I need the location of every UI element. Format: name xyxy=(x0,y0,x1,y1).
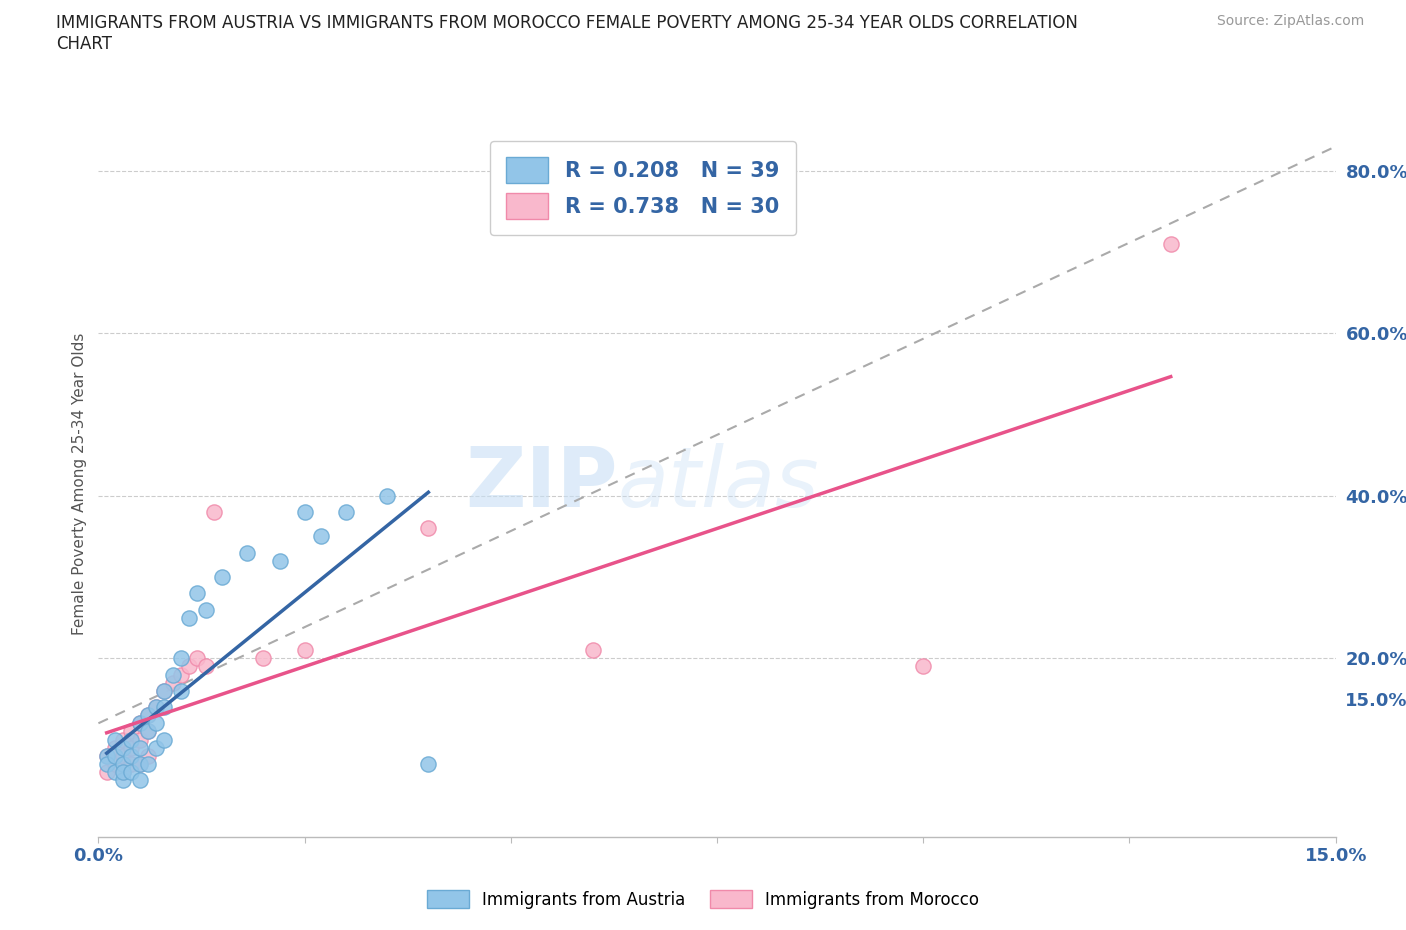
Legend: Immigrants from Austria, Immigrants from Morocco: Immigrants from Austria, Immigrants from… xyxy=(419,882,987,917)
Point xyxy=(179,659,201,674)
Point xyxy=(186,651,208,666)
Point xyxy=(112,732,135,747)
Point xyxy=(1160,236,1182,251)
Point xyxy=(128,756,150,771)
Point xyxy=(136,724,159,738)
Point xyxy=(104,764,127,779)
Point xyxy=(112,756,135,771)
Point xyxy=(194,602,217,617)
Point xyxy=(96,749,118,764)
Point xyxy=(162,667,184,682)
Point xyxy=(186,586,208,601)
Point xyxy=(112,773,135,788)
Point xyxy=(120,749,142,764)
Point xyxy=(294,643,316,658)
Point xyxy=(145,699,167,714)
Point xyxy=(120,756,142,771)
Point xyxy=(170,651,193,666)
Legend: R = 0.208   N = 39, R = 0.738   N = 30: R = 0.208 N = 39, R = 0.738 N = 30 xyxy=(489,140,796,235)
Point xyxy=(145,716,167,731)
Point xyxy=(128,740,150,755)
Point xyxy=(309,529,332,544)
Point xyxy=(136,708,159,723)
Point xyxy=(96,764,118,779)
Point xyxy=(194,659,217,674)
Point xyxy=(170,684,193,698)
Point xyxy=(170,667,193,682)
Point xyxy=(128,773,150,788)
Point xyxy=(112,749,135,764)
Point xyxy=(120,764,142,779)
Point xyxy=(136,749,159,764)
Point xyxy=(145,740,167,755)
Text: atlas: atlas xyxy=(619,443,820,525)
Point xyxy=(120,732,142,747)
Point xyxy=(418,756,440,771)
Point xyxy=(162,675,184,690)
Point xyxy=(912,659,935,674)
Point xyxy=(104,749,127,764)
Point xyxy=(153,699,176,714)
Point xyxy=(153,684,176,698)
Point xyxy=(179,610,201,625)
Point xyxy=(112,740,135,755)
Point xyxy=(236,545,259,560)
Point xyxy=(211,569,233,584)
Point xyxy=(136,708,159,723)
Point xyxy=(128,716,150,731)
Point xyxy=(96,749,118,764)
Point xyxy=(112,764,135,779)
Point xyxy=(202,505,225,520)
Text: ZIP: ZIP xyxy=(465,443,619,525)
Y-axis label: Female Poverty Among 25-34 Year Olds: Female Poverty Among 25-34 Year Olds xyxy=(72,332,87,635)
Point xyxy=(375,488,398,503)
Point xyxy=(145,699,167,714)
Point xyxy=(96,756,118,771)
Point xyxy=(335,505,357,520)
Point xyxy=(104,756,127,771)
Point xyxy=(252,651,274,666)
Point xyxy=(112,764,135,779)
Text: IMMIGRANTS FROM AUSTRIA VS IMMIGRANTS FROM MOROCCO FEMALE POVERTY AMONG 25-34 YE: IMMIGRANTS FROM AUSTRIA VS IMMIGRANTS FR… xyxy=(56,14,1078,32)
Point xyxy=(582,643,605,658)
Text: Source: ZipAtlas.com: Source: ZipAtlas.com xyxy=(1216,14,1364,28)
Point xyxy=(120,724,142,738)
Text: CHART: CHART xyxy=(56,35,112,53)
Point xyxy=(128,716,150,731)
Point xyxy=(104,732,127,747)
Point xyxy=(104,740,127,755)
Point xyxy=(128,756,150,771)
Point xyxy=(120,740,142,755)
Point xyxy=(269,553,291,568)
Point xyxy=(136,724,159,738)
Point xyxy=(153,732,176,747)
Point xyxy=(153,684,176,698)
Point xyxy=(294,505,316,520)
Point xyxy=(418,521,440,536)
Point xyxy=(136,756,159,771)
Point xyxy=(128,732,150,747)
